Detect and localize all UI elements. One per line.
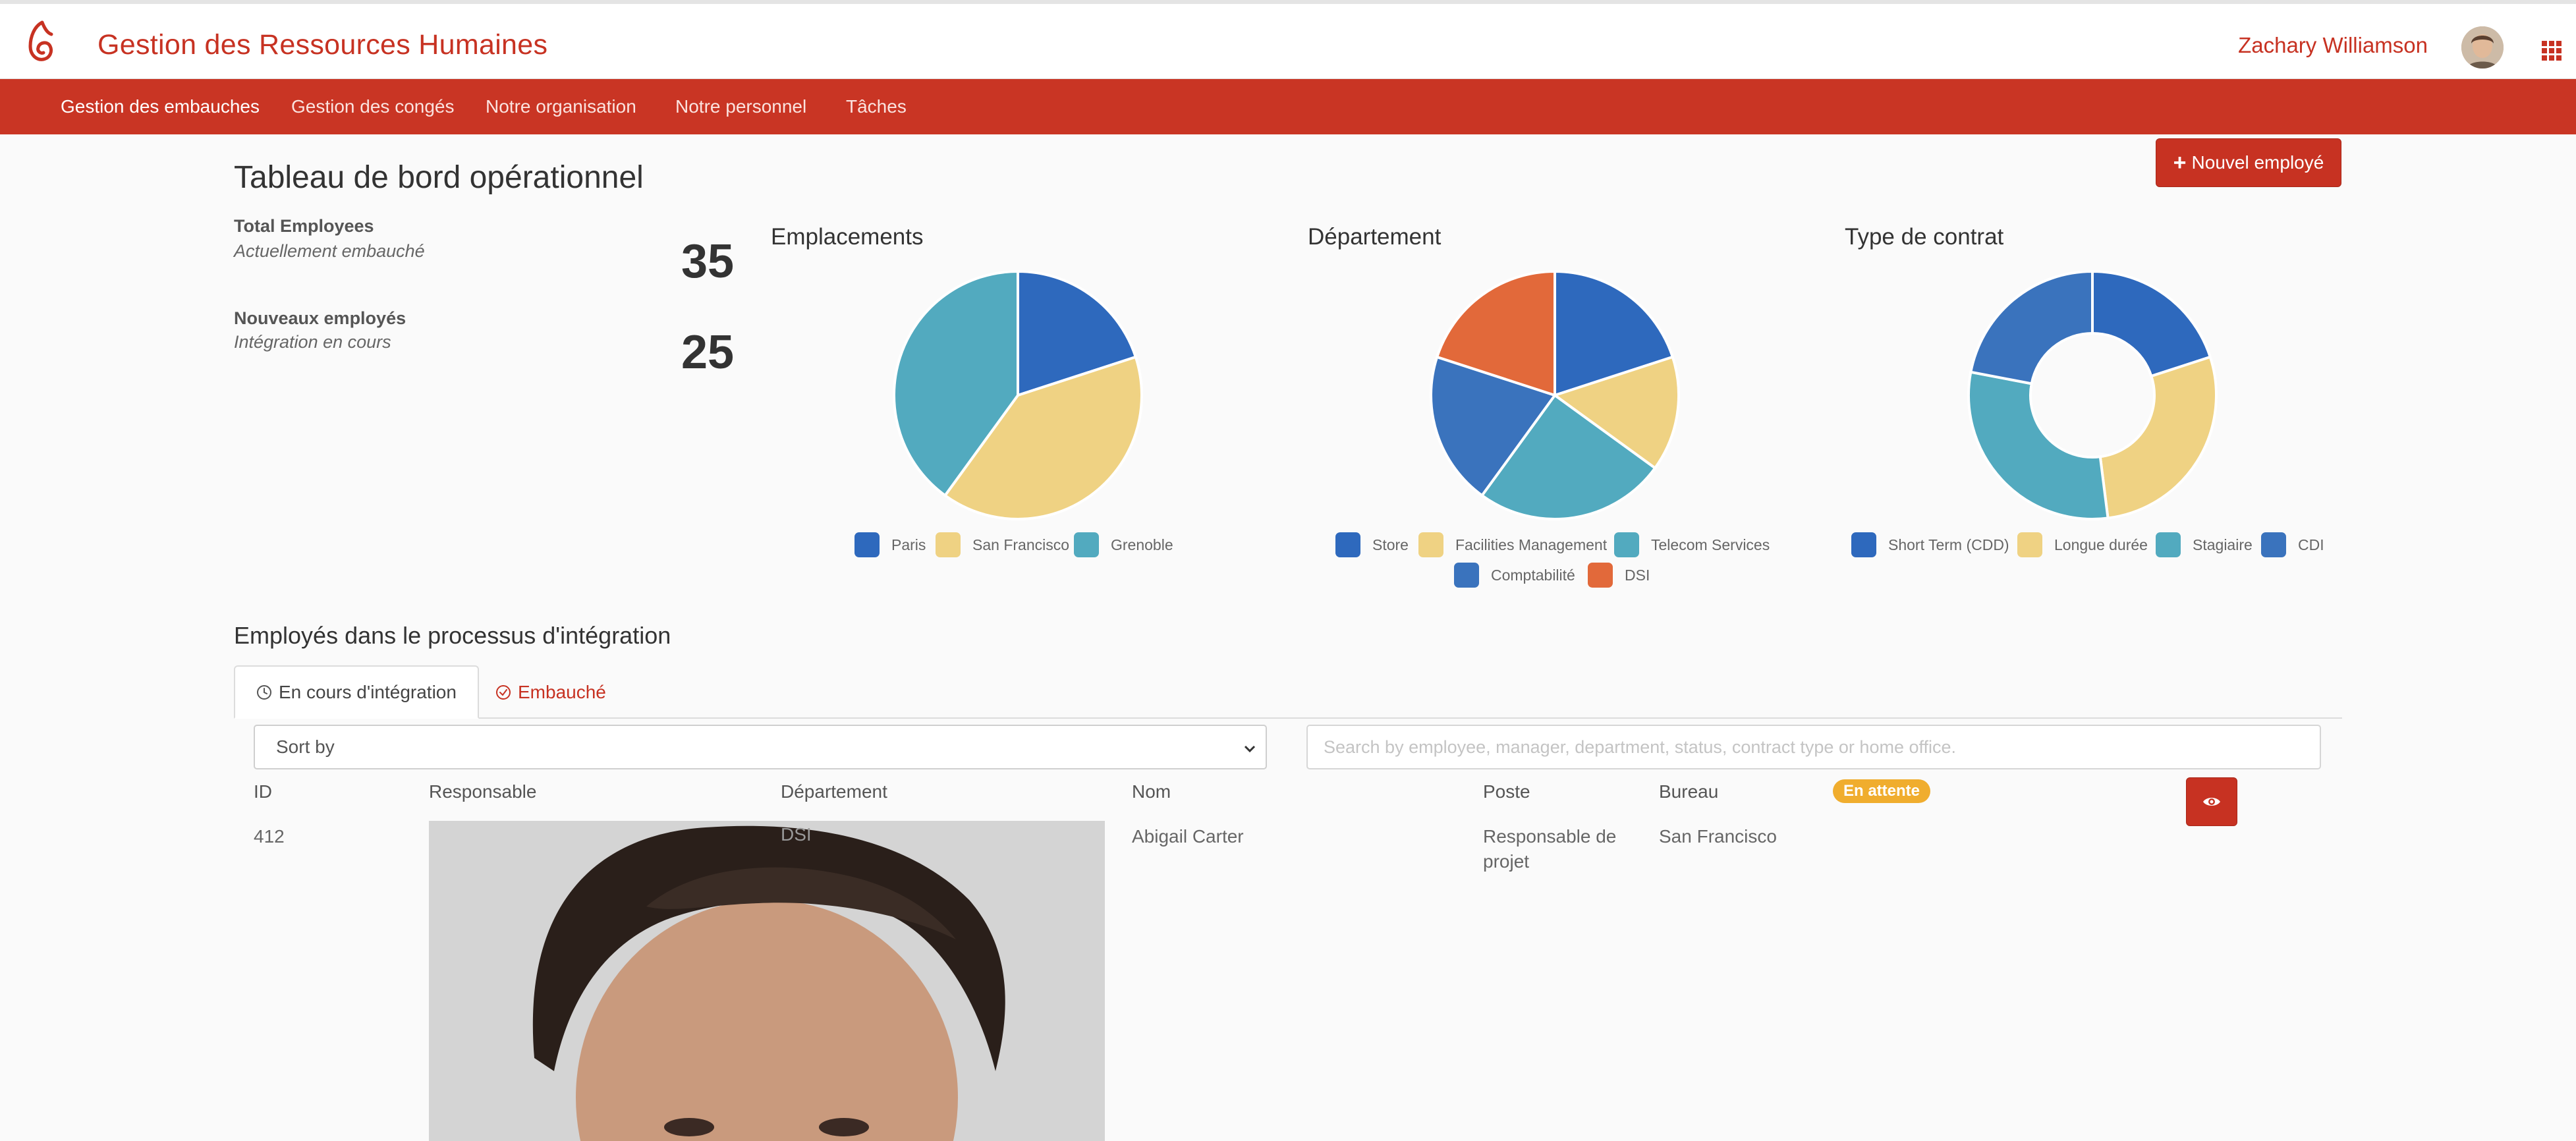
- legend-store: Store: [1335, 532, 1409, 557]
- kpi-total-sublabel: Actuellement embauché: [234, 241, 425, 261]
- plus-icon: +: [2173, 150, 2187, 175]
- app-header: Gestion des Ressources Humaines Zachary …: [0, 4, 2576, 79]
- onboarding-section-title: Employés dans le processus d'intégration: [234, 622, 671, 649]
- column-header-office: Bureau: [1659, 781, 1719, 802]
- tabs-divider: [234, 717, 2342, 719]
- legend-san-francisco: San Francisco: [936, 532, 1069, 557]
- legend-telecom-services: Telecom Services: [1614, 532, 1770, 557]
- nav-our-staff[interactable]: Notre personnel: [675, 96, 807, 117]
- row-position-line-2: projet: [1483, 851, 1530, 872]
- slice-longue-dur-e[interactable]: [2098, 355, 2218, 520]
- slice-paris[interactable]: [1017, 270, 1138, 397]
- manager-photo: [429, 821, 1105, 1141]
- chart-contract-title: Type de contrat: [1845, 224, 2004, 250]
- row-position-line-1: Responsable de: [1483, 826, 1617, 847]
- app-logo-icon: [28, 20, 53, 61]
- chart-locations-title: Emplacements: [771, 224, 924, 250]
- manager-photo-image: [429, 821, 1105, 1141]
- nav-tasks[interactable]: Tâches: [846, 96, 907, 117]
- apps-grid-icon[interactable]: [2542, 41, 2562, 61]
- kpi-new-label: Nouveaux employés: [234, 308, 406, 328]
- legend-short-term: Short Term (CDD): [1851, 532, 2009, 557]
- slice-comptabilit-[interactable]: [1430, 355, 1557, 497]
- nav-leave-management[interactable]: Gestion des congés: [291, 96, 455, 117]
- row-position: Responsable de projet: [1483, 824, 1616, 874]
- kpi-new-sublabel: Intégration en cours: [234, 332, 391, 352]
- main-nav: Gestion des embauches Gestion des congés…: [0, 79, 2576, 134]
- nav-our-organization[interactable]: Notre organisation: [486, 96, 636, 117]
- column-header-name: Nom: [1132, 781, 1171, 802]
- tab-hired-label: Embauché: [518, 681, 606, 702]
- status-badge: En attente: [1833, 779, 1931, 803]
- slice-store[interactable]: [1554, 270, 1675, 397]
- chart-department-title: Département: [1308, 224, 1442, 250]
- view-employee-button[interactable]: [2186, 777, 2237, 826]
- legend-paris: Paris: [854, 532, 926, 557]
- kpi-total-value: 35: [681, 235, 735, 288]
- slice-facilities-management[interactable]: [1552, 355, 1680, 470]
- user-name-link[interactable]: Zachary Williamson: [2238, 33, 2428, 57]
- row-id: 412: [254, 826, 285, 847]
- slice-dsi[interactable]: [1435, 270, 1556, 397]
- row-name: Abigail Carter: [1132, 826, 1244, 847]
- chart-locations: [893, 270, 1143, 520]
- kpi-total-label: Total Employees: [234, 216, 374, 236]
- chart-department: [1430, 270, 1680, 520]
- slice-grenoble[interactable]: [893, 270, 1019, 497]
- slice-stagiaire[interactable]: [1967, 370, 2110, 520]
- legend-facilities-management: Facilities Management: [1418, 532, 1607, 557]
- legend-cdi: CDI: [2261, 532, 2324, 557]
- search-input[interactable]: [1306, 725, 2321, 769]
- slice-san-francisco[interactable]: [943, 355, 1143, 520]
- row-department: DSI: [781, 824, 812, 845]
- check-circle-icon: [496, 684, 511, 700]
- page-title: Tableau de bord opérationnel: [234, 160, 644, 195]
- sort-by-select[interactable]: Sort by: [254, 725, 1267, 769]
- legend-dsi: DSI: [1588, 563, 1650, 588]
- app-title: Gestion des Ressources Humaines: [98, 29, 548, 61]
- row-office: San Francisco: [1659, 826, 1777, 847]
- column-header-manager: Responsable: [429, 781, 537, 802]
- legend-grenoble: Grenoble: [1074, 532, 1173, 557]
- legend-intern: Stagiaire: [2156, 532, 2253, 557]
- slice-short-term-cdd-[interactable]: [2091, 270, 2212, 378]
- avatar-image: [2461, 26, 2504, 69]
- legend-comptabilite: Comptabilité: [1454, 563, 1575, 588]
- column-header-department: Département: [781, 781, 887, 802]
- slice-cdi[interactable]: [1969, 270, 2094, 385]
- user-avatar[interactable]: [2461, 26, 2504, 69]
- tab-hired[interactable]: Embauché: [474, 665, 627, 719]
- kpi-new-value: 25: [681, 326, 735, 379]
- tab-onboarding-in-progress[interactable]: En cours d'intégration: [234, 665, 479, 719]
- new-employee-label: Nouvel employé: [2191, 152, 2324, 173]
- column-header-position: Poste: [1483, 781, 1530, 802]
- new-employee-button[interactable]: + Nouvel employé: [2156, 138, 2341, 187]
- eye-icon: [2203, 798, 2220, 806]
- chevron-down-icon: [1244, 745, 1256, 753]
- chart-contract-type: [1967, 270, 2218, 520]
- nav-hiring-management[interactable]: Gestion des embauches: [61, 96, 260, 117]
- top-border: [0, 0, 2576, 4]
- slice-telecom-services[interactable]: [1480, 393, 1657, 520]
- legend-long-term: Longue durée: [2017, 532, 2148, 557]
- tab-onboarding-label: En cours d'intégration: [279, 681, 457, 702]
- sort-by-value: Sort by: [276, 737, 335, 757]
- clock-icon: [257, 684, 271, 700]
- column-header-id: ID: [254, 781, 272, 802]
